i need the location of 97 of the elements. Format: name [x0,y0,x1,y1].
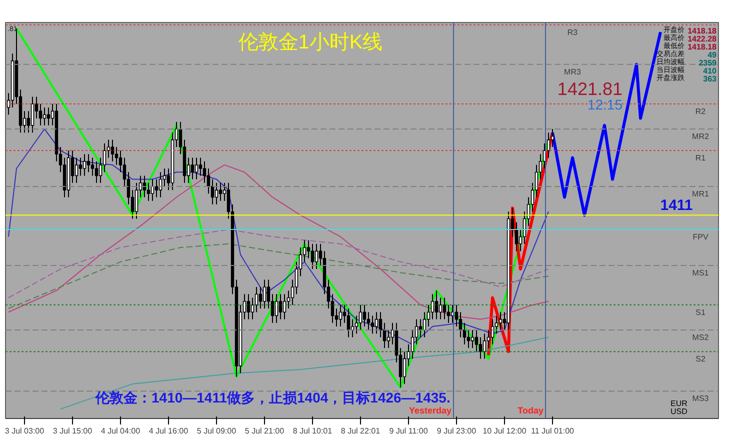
candlestick [410,330,414,360]
text: 伦敦金：1410—1411做多，止损1404，目标1426—1435. [94,390,450,406]
ref-line-label: R3 [567,28,578,37]
candlestick [214,182,218,205]
text: 2359 [698,58,718,68]
candlestick [446,304,450,324]
candlestick [106,139,110,158]
x-tick-label: 4 Jul 16:00 [148,426,189,436]
candlestick [434,290,438,320]
candlestick [110,139,114,162]
text: 1422.28 [688,34,718,44]
chart-title: 伦敦金1小时K线 [238,32,383,54]
candlestick [478,336,482,360]
candlestick [258,286,262,310]
candlestick [86,154,90,173]
candlestick [442,297,446,320]
ref-line-label: MS3 [692,394,710,404]
ref-line-label: MS2 [692,333,710,342]
text: 1418.18 [688,26,718,36]
candlestick [78,157,82,176]
annotation: 1411 [660,197,693,214]
candlestick [30,96,34,134]
candlestick [462,322,466,345]
ref-line-label: R1 [695,154,706,163]
candlestick [74,157,78,184]
candlestick [454,304,458,327]
x-tick-label: 10 Jul 12:00 [482,426,527,436]
candlestick [218,182,222,202]
candlestick [194,157,198,180]
ref-line-label: MS1 [692,268,710,278]
text: Today [518,406,544,416]
x-tick-label: 4 Jul 04:00 [100,426,141,436]
candlestick [210,178,214,205]
candlestick [514,222,518,252]
x-tick-label: 8 Jul 10:01 [292,426,333,436]
candlestick [254,286,258,313]
candlestick [82,154,86,176]
candlestick [198,157,202,176]
candlestick [282,294,286,320]
candlestick [338,304,342,327]
candlestick [482,333,486,360]
candlestick [362,304,366,327]
candlestick [90,157,94,176]
x-tick-label: 9 Jul 11:00 [389,426,428,436]
candlestick [94,160,98,184]
ref-line-label: MR2 [692,132,710,142]
x-tick-label: 3 Jul 15:00 [52,426,93,436]
candlestick [546,132,550,158]
text: 410 [703,66,718,76]
candlestick [102,142,106,173]
candlestick [426,304,430,327]
candlestick [246,294,250,320]
ref-line-label: MR1 [692,189,710,198]
candlestick [190,157,194,180]
x-tick-label: 8 Jul 22:01 [340,426,381,436]
candlestick [358,304,362,331]
candlestick [306,240,310,259]
candlestick [430,294,434,320]
candlestick [378,312,382,338]
x-tick-label: 5 Jul 09:00 [196,426,237,436]
candlestick [494,315,498,334]
x-tick-label: 11 Jul 01:00 [531,426,575,436]
text: USD [670,407,688,416]
candlestick [310,243,314,270]
annotation: 1421.81 [557,79,623,99]
candlestick [314,243,318,270]
candlestick [498,312,502,331]
candlestick [154,178,158,198]
candlestick [366,312,370,331]
candlestick [354,315,358,334]
candlestick [38,103,42,126]
text: 49 [708,50,718,60]
ref-line-label: S1 [696,308,706,317]
candlestick [402,351,406,384]
text: 1418.18 [688,42,718,52]
text: Yesterday [408,406,452,416]
text: EUR [670,399,688,408]
candlestick [134,182,138,220]
candlestick [438,297,442,320]
ref-line-label: FPV [692,232,709,242]
candlestick [202,160,206,184]
x-tick-label: 9 Jul 23:00 [436,426,477,436]
candlestick [146,182,150,202]
ref-line-label: R2 [695,106,706,116]
x-tick-label: 3 Jul 03:00 [4,426,45,436]
x-tick-label: 5 Jul 21:00 [244,426,285,436]
candlestick [474,330,478,352]
candlestick [370,315,374,334]
candlestick [374,312,378,334]
candlestick [274,294,278,324]
annotation: 12:15 [587,96,623,112]
candlestick [250,297,254,320]
candlestick [262,279,266,310]
ref-line-label: S2 [696,354,706,364]
text: 363 [703,74,718,84]
candlestick [278,294,282,320]
ref-line-label: MR3 [564,67,582,76]
